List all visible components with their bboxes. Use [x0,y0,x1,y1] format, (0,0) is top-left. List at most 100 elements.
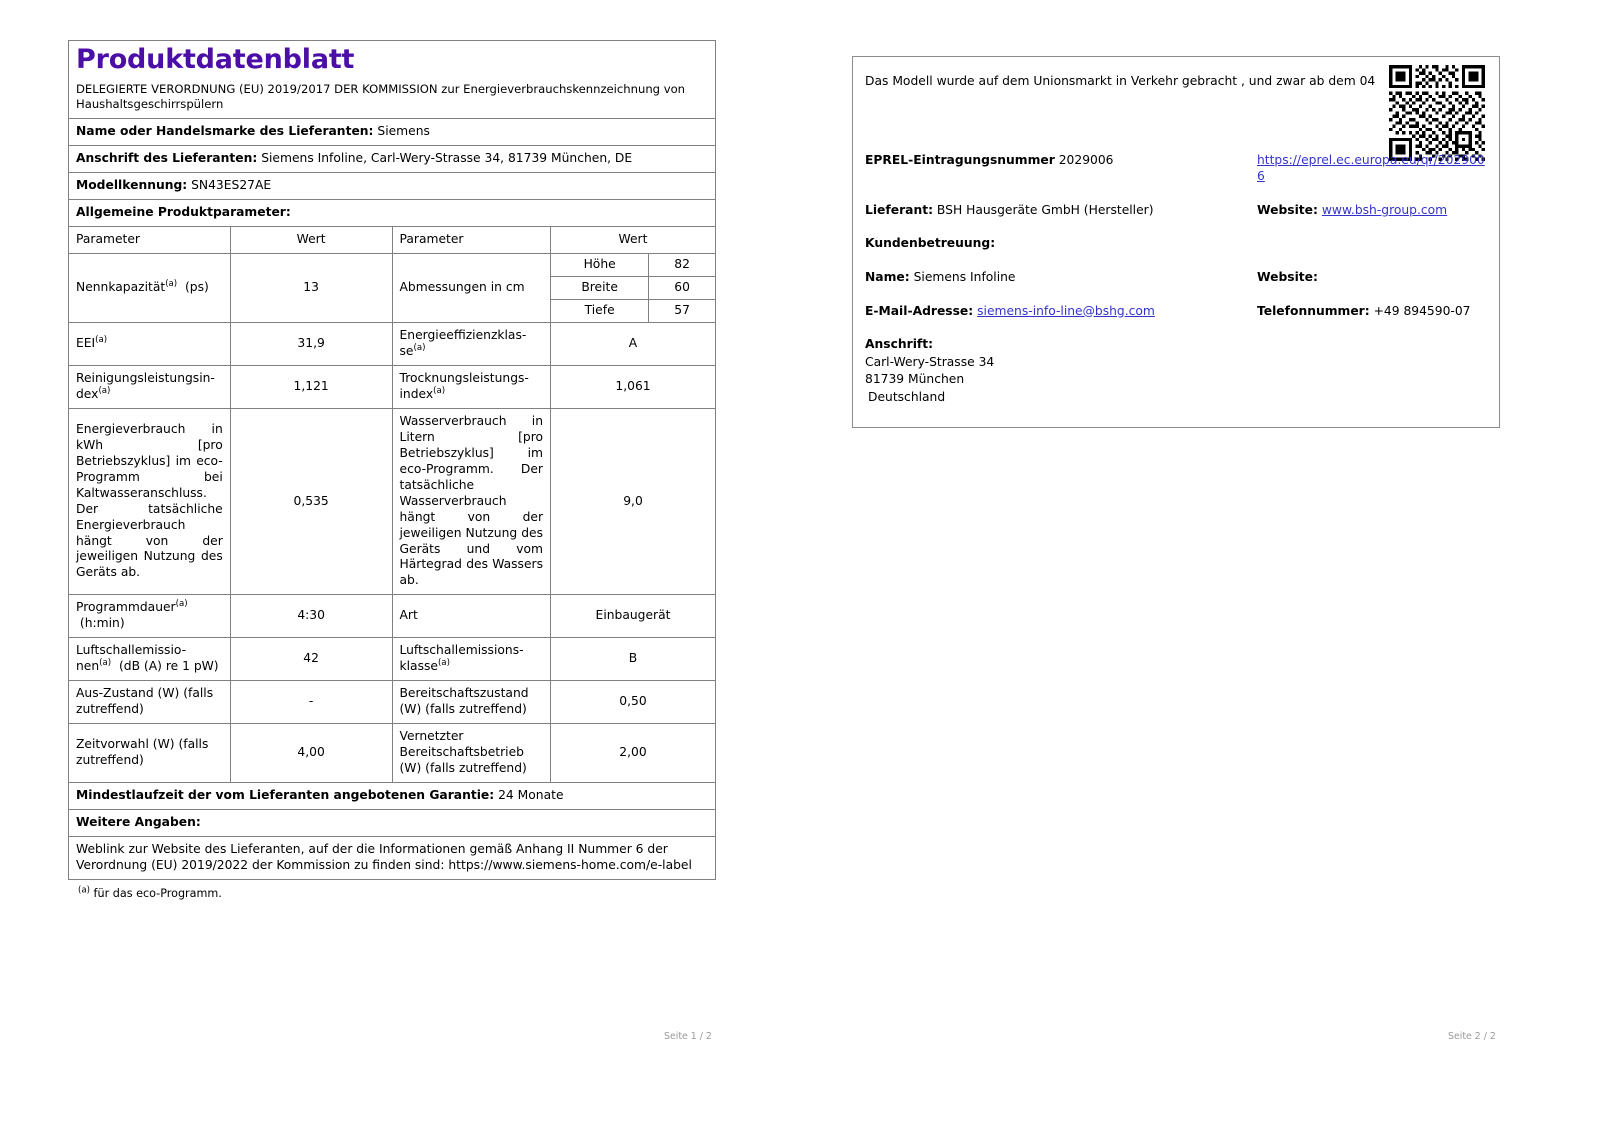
capacity-label: Nennkapazität [76,279,166,294]
support-label: Kundenbetreuung: [865,236,996,251]
title-cell: Produktdatenblatt DELEGIERTE VERORDNUNG … [68,40,716,119]
supplier-row: Lieferant: BSH Hausgeräte GmbH (Herstell… [865,202,1485,219]
noise-class-value: B [550,637,716,682]
capacity-value: 13 [229,252,393,323]
eprel-row: EPREL-Eintragungsnummer 2029006 https://… [865,152,1485,185]
capacity-dimensions-row: Nennkapazität(a) (ps) 13 Abmessungen in … [68,252,716,323]
capacity-footnote-marker: (a) [165,278,178,289]
type-value: Einbaugerät [550,594,716,639]
off-standby-row: Aus-Zustand (W) (falls zutreffend) - Ber… [68,680,716,725]
energy-class-footnote-marker: (a) [413,342,426,353]
delay-start-value: 4,00 [229,723,393,784]
noise-class-label-cell: Luftschallemissions-klasse(a) [391,637,551,682]
program-duration-value: 4:30 [229,594,393,639]
website2-label: Website: [1257,269,1318,284]
noise-row: Luftschallemissio-nen(a) (dB (A) re 1 pW… [68,637,716,682]
noise-class-label: Luftschallemissions-klasse [399,643,524,674]
eei-label: EEI [76,335,96,350]
supplier-label: Lieferant: [865,202,933,217]
title-row: Produktdatenblatt DELEGIERTE VERORDNUNG … [68,40,716,119]
supplier-name-label: Name oder Handelsmarke des Lieferanten: [76,123,374,138]
cleaning-drying-index-row: Reinigungsleistungsin-dex(a) 1,121 Trock… [68,364,716,409]
footnote-marker: (a) [78,885,90,896]
networked-standby-value: 2,00 [550,723,716,784]
supplier-name-value: Siemens [377,123,430,138]
header-value-1: Wert [229,225,393,254]
capacity-label-cell: Nennkapazität(a) (ps) [68,252,231,323]
eprel-value: 2029006 [1058,152,1114,167]
address-line-1: Carl-Wery-Strasse 34 [865,354,995,369]
eprel-number-cell: EPREL-Eintragungsnummer 2029006 [865,152,1257,185]
model-cell: Modellkennung: SN43ES27AE [68,171,716,200]
cleaning-index-label-cell: Reinigungsleistungsin-dex(a) [68,364,231,409]
supplier-cell: Lieferant: BSH Hausgeräte GmbH (Herstell… [865,202,1257,219]
standby-mode-label: Bereitschaftszustand (W) (falls zutreffe… [391,680,551,725]
website2-cell: Website: [1257,269,1485,286]
energy-consumption-value: 0,535 [229,407,393,596]
datasheet-table: Produktdatenblatt DELEGIERTE VERORDNUNG … [68,40,716,881]
energy-class-label-cell: Energieeffizienzklas-se(a) [391,321,551,366]
delay-start-label: Zeitvorwahl (W) (falls zutreffend) [68,723,231,784]
document-subtitle: DELEGIERTE VERORDNUNG (EU) 2019/2017 DER… [76,82,686,112]
dimension-row-height: Höhe 82 [551,253,715,277]
support-spacer [1257,235,1485,252]
eei-value: 31,9 [229,321,393,366]
weblink-text: Weblink zur Website des Lieferanten, auf… [76,842,668,873]
cleaning-index-label: Reinigungsleistungsin-dex [76,370,215,401]
further-info-row: Weitere Angaben: [68,809,716,838]
dimension-value-height: 82 [648,253,715,277]
dimension-name-height: Höhe [551,253,650,277]
phone-label: Telefonnummer: [1257,303,1370,318]
address-label: Anschrift: [865,337,934,352]
supplier-address-row: Anschrift des Lieferanten: Siemens Infol… [68,144,716,173]
warranty-value: 24 Monate [498,788,564,803]
address-block: Anschrift: Carl-Wery-Strasse 34 81739 Mü… [865,336,1485,406]
duration-type-row: Programmdauer(a) (h:min) 4:30 Art Einbau… [68,594,716,639]
email-label: E-Mail-Adresse: [865,303,974,318]
program-duration-unit: (h:min) [79,616,125,631]
eei-label-cell: EEI(a) [68,321,231,366]
header-parameter-1: Parameter [68,225,231,254]
footnote-text: für das eco-Programm. [93,887,222,901]
program-duration-footnote-marker: (a) [175,599,188,610]
program-duration-label-cell: Programmdauer(a) (h:min) [68,594,231,639]
drying-index-footnote-marker: (a) [433,385,446,396]
energy-consumption-label: Energieverbrauch in kWh [pro Betriebszyk… [68,407,231,596]
weblink-url: https://www.siemens-home.com/e-label [448,858,692,873]
program-duration-label: Programmdauer [76,600,176,615]
support-cell: Kundenbetreuung: [865,235,1257,252]
dimensions-subtable: Höhe 82 Breite 60 Tiefe 57 [551,253,715,322]
eprel-info-grid: EPREL-Eintragungsnummer 2029006 https://… [865,152,1485,406]
contact-name-row: Name: Siemens Infoline Website: [865,269,1485,286]
general-params-label: Allgemeine Produktparameter: [68,198,716,227]
dimension-value-width: 60 [648,276,715,300]
phone-cell: Telefonnummer: +49 894590-07 [1257,303,1485,320]
warranty-label: Mindestlaufzeit der vom Lieferanten ange… [76,788,495,803]
eei-footnote-marker: (a) [95,334,108,345]
page-two: Das Modell wurde auf dem Unionsmarkt in … [852,56,1500,428]
dimension-row-width: Breite 60 [551,276,715,300]
website-value[interactable]: www.bsh-group.com [1321,202,1448,217]
noise-value: 42 [229,637,393,682]
model-value: SN43ES27AE [191,177,272,192]
eprel-link[interactable]: https://eprel.ec.europa.eu/qr/2029006 [1257,152,1485,184]
water-consumption-label: Wasserverbrauch in Litern [pro Betriebsz… [391,407,551,596]
email-value[interactable]: siemens-info-line@bshg.com [977,303,1155,318]
energy-class-label: Energieeffizienzklas-se [399,327,527,358]
cleaning-index-footnote-marker: (a) [98,385,111,396]
general-params-row: Allgemeine Produktparameter: [68,198,716,227]
website-cell: Website: www.bsh-group.com [1257,202,1485,219]
website-label: Website: [1257,202,1318,217]
support-row: Kundenbetreuung: [865,235,1485,252]
standby-mode-value: 0,50 [550,680,716,725]
supplier-value: BSH Hausgeräte GmbH (Hersteller) [936,202,1154,217]
dimensions-label: Abmessungen in cm [391,252,551,323]
drying-index-label: Trocknungsleistungs-index [399,370,529,401]
noise-class-footnote-marker: (a) [437,658,450,669]
page-one: Produktdatenblatt DELEGIERTE VERORDNUNG … [68,40,716,902]
address-line-3: Deutschland [868,389,946,404]
capacity-unit: (ps) [185,279,209,294]
qr-code-icon[interactable] [1389,65,1485,161]
drying-index-value: 1,061 [550,364,716,409]
